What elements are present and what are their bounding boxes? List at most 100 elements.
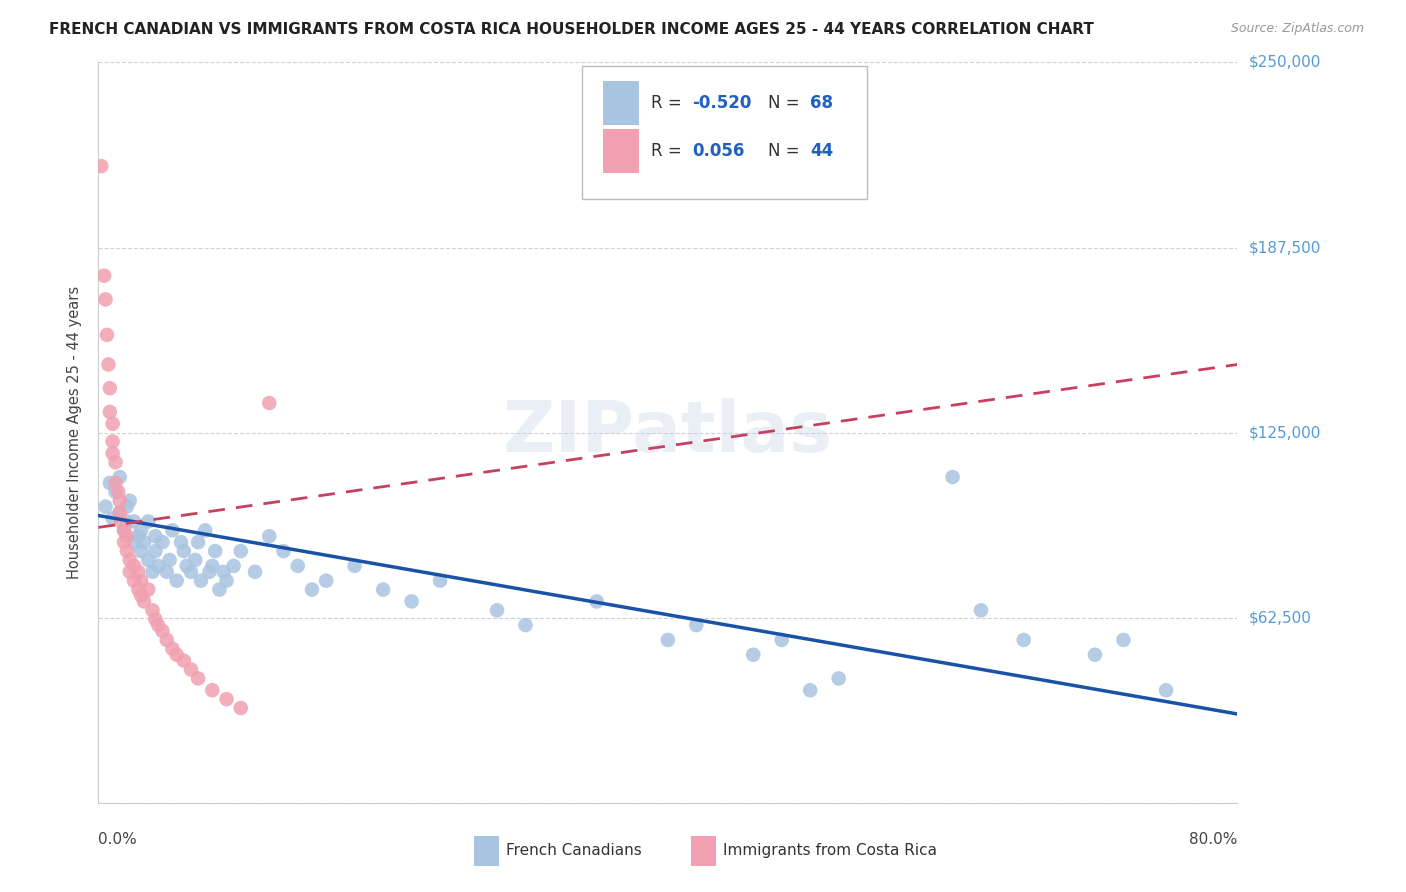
FancyBboxPatch shape xyxy=(474,836,499,866)
Point xyxy=(108,506,131,520)
Point xyxy=(152,535,174,549)
Point xyxy=(107,484,129,499)
Text: Source: ZipAtlas.com: Source: ZipAtlas.com xyxy=(1230,22,1364,36)
Point xyxy=(98,405,121,419)
Text: French Canadians: French Canadians xyxy=(506,844,643,858)
Point xyxy=(657,632,679,647)
FancyBboxPatch shape xyxy=(582,66,868,200)
Y-axis label: Householder Income Ages 25 - 44 years: Householder Income Ages 25 - 44 years xyxy=(67,286,83,579)
Point xyxy=(166,648,188,662)
Point xyxy=(180,565,202,579)
Text: ZIPatlas: ZIPatlas xyxy=(503,398,832,467)
Point xyxy=(215,692,238,706)
Text: 68: 68 xyxy=(810,95,834,112)
Point xyxy=(343,558,366,573)
Point xyxy=(98,475,121,490)
Point xyxy=(162,524,184,538)
Point xyxy=(127,529,149,543)
Text: N =: N = xyxy=(768,95,806,112)
Point xyxy=(770,632,793,647)
Point xyxy=(152,624,174,638)
Point xyxy=(108,493,131,508)
Point xyxy=(429,574,451,588)
Point xyxy=(259,396,281,410)
Point xyxy=(104,484,127,499)
Text: R =: R = xyxy=(651,143,692,161)
Point xyxy=(101,446,124,460)
Point xyxy=(1012,632,1035,647)
Point xyxy=(373,582,395,597)
Point xyxy=(122,515,145,529)
Point xyxy=(180,663,202,677)
Point xyxy=(201,558,224,573)
Point xyxy=(970,603,993,617)
Point xyxy=(129,544,152,558)
Point xyxy=(145,529,167,543)
Point xyxy=(229,544,252,558)
Point xyxy=(173,654,195,668)
Point xyxy=(156,565,179,579)
Point xyxy=(118,553,141,567)
Point xyxy=(97,358,120,372)
Point xyxy=(208,582,231,597)
Point xyxy=(118,565,141,579)
Point xyxy=(194,524,217,538)
Text: FRENCH CANADIAN VS IMMIGRANTS FROM COSTA RICA HOUSEHOLDER INCOME AGES 25 - 44 YE: FRENCH CANADIAN VS IMMIGRANTS FROM COSTA… xyxy=(49,22,1094,37)
Point xyxy=(136,553,159,567)
Point xyxy=(108,506,131,520)
FancyBboxPatch shape xyxy=(690,836,716,866)
Point xyxy=(187,535,209,549)
Point xyxy=(184,553,207,567)
Point xyxy=(212,565,235,579)
Point xyxy=(229,701,252,715)
Point xyxy=(159,553,181,567)
Point xyxy=(136,515,159,529)
Point xyxy=(166,574,188,588)
Point xyxy=(204,544,226,558)
Text: -0.520: -0.520 xyxy=(692,95,751,112)
Text: $125,000: $125,000 xyxy=(1249,425,1320,440)
Point xyxy=(127,565,149,579)
Point xyxy=(96,327,118,342)
Point xyxy=(145,544,167,558)
Point xyxy=(515,618,537,632)
Point xyxy=(1154,683,1177,698)
Text: $187,500: $187,500 xyxy=(1249,240,1320,255)
Point xyxy=(301,582,323,597)
Point xyxy=(122,535,145,549)
Text: 0.056: 0.056 xyxy=(692,143,744,161)
Point xyxy=(112,535,135,549)
Point xyxy=(162,641,184,656)
Point xyxy=(201,683,224,698)
Point xyxy=(90,159,112,173)
Point xyxy=(98,381,121,395)
Point xyxy=(148,618,170,632)
Point xyxy=(222,558,245,573)
Text: 44: 44 xyxy=(810,143,834,161)
Point xyxy=(401,594,423,608)
Point xyxy=(187,672,209,686)
Point xyxy=(259,529,281,543)
Text: 80.0%: 80.0% xyxy=(1189,832,1237,847)
Point xyxy=(104,455,127,469)
Point xyxy=(190,574,212,588)
Point xyxy=(115,500,138,514)
Text: $250,000: $250,000 xyxy=(1249,55,1320,70)
Point xyxy=(112,524,135,538)
Point xyxy=(94,500,117,514)
Point xyxy=(104,475,127,490)
Point xyxy=(129,524,152,538)
Point xyxy=(942,470,965,484)
Point xyxy=(115,544,138,558)
Point xyxy=(122,574,145,588)
Text: R =: R = xyxy=(651,95,686,112)
Point xyxy=(215,574,238,588)
Point xyxy=(93,268,115,283)
Point xyxy=(101,434,124,449)
Point xyxy=(315,574,337,588)
Point xyxy=(170,535,193,549)
Point xyxy=(110,515,132,529)
Point xyxy=(141,565,163,579)
Point xyxy=(132,594,155,608)
Point xyxy=(118,493,141,508)
